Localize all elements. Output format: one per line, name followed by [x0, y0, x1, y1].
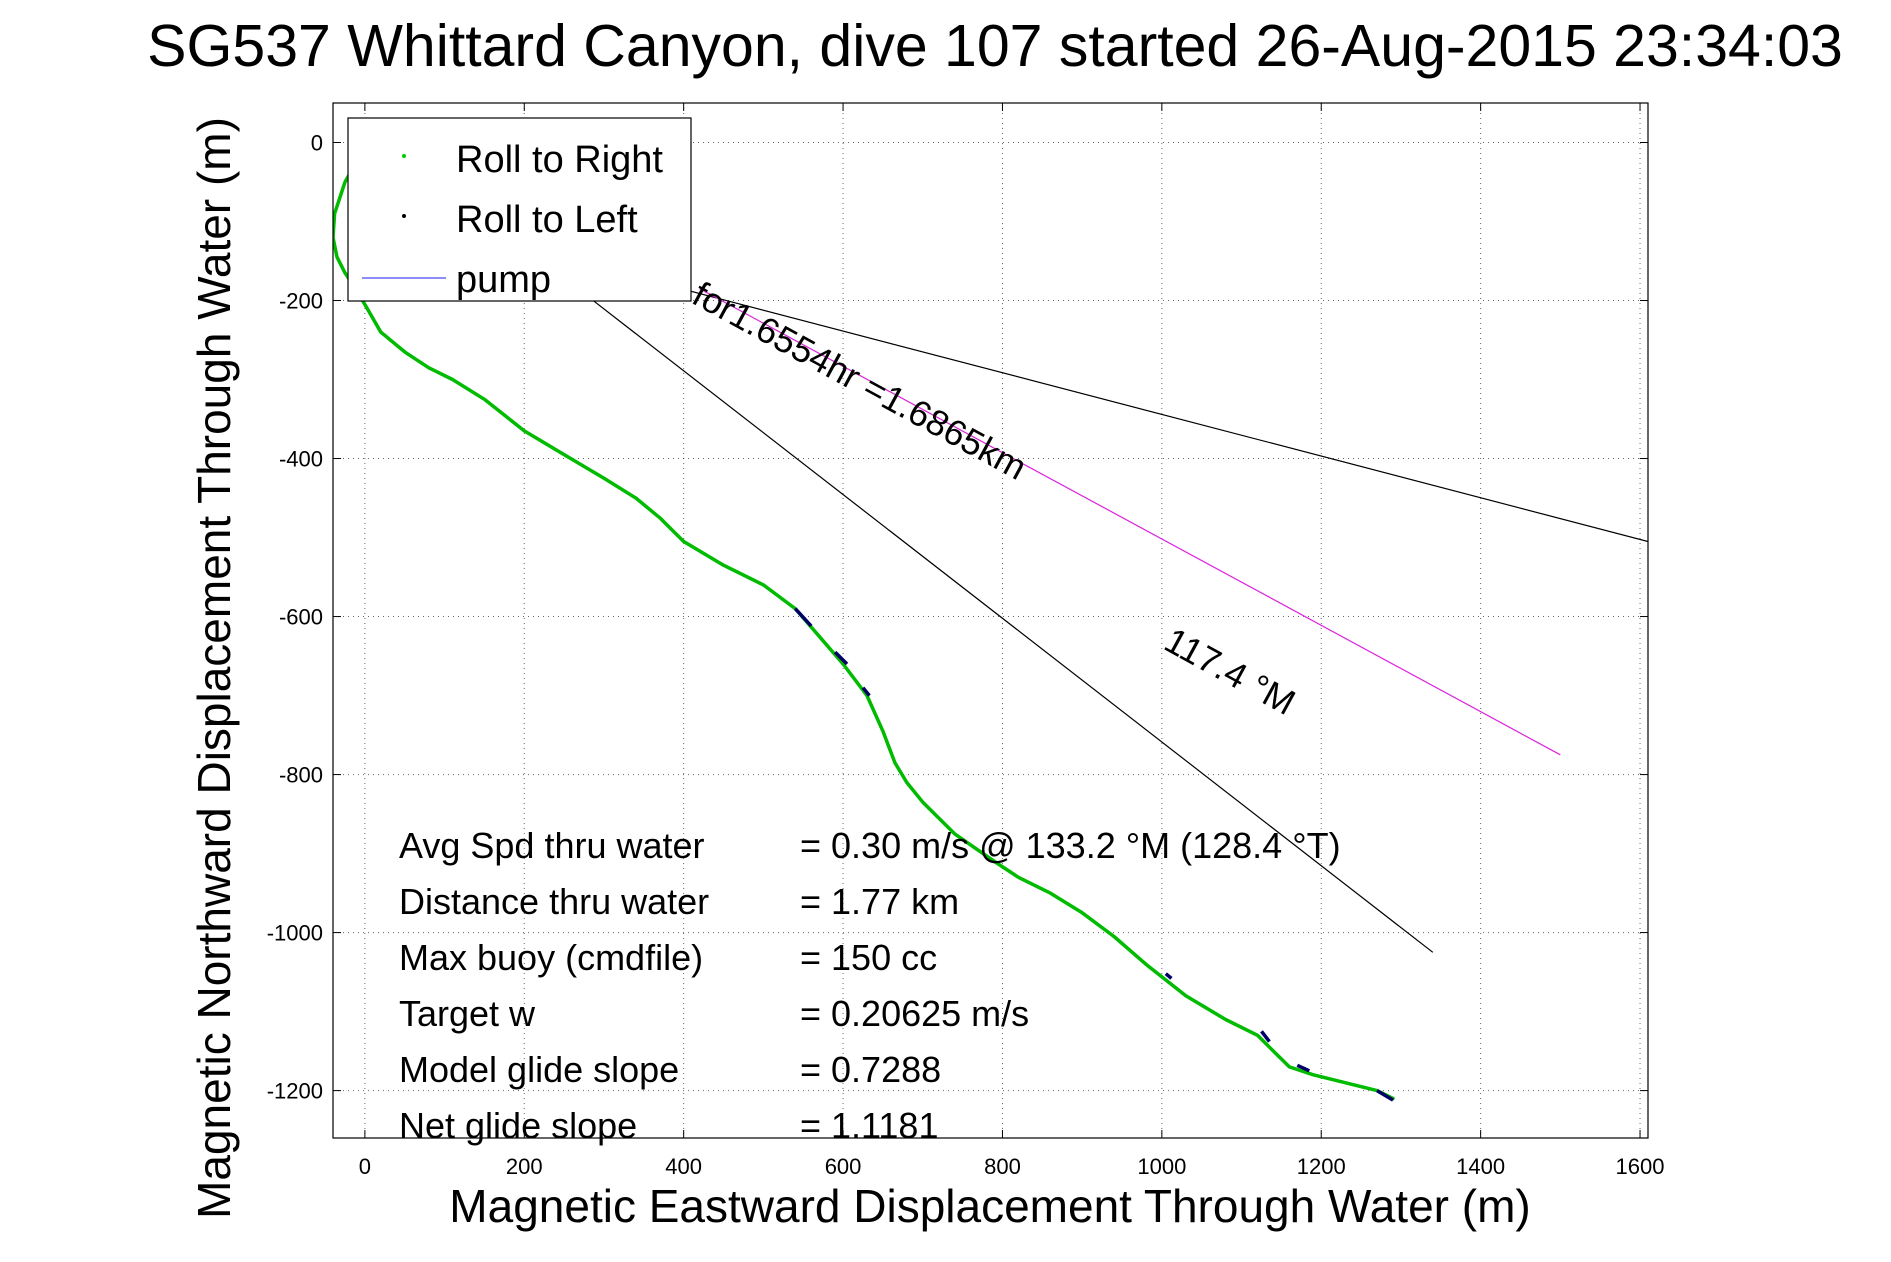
y-tick-label: -200: [279, 289, 323, 314]
x-tick-label: 1000: [1137, 1154, 1186, 1179]
series-roll-to-left-segment: [861, 686, 871, 697]
stat-value: = 1.1181: [800, 1105, 938, 1146]
series-roll-to-left-segment: [793, 607, 813, 628]
legend: Roll to Right Roll to Left pump: [347, 117, 692, 302]
stat-value: = 0.20625 m/s: [800, 993, 1029, 1034]
y-tick-label: -1200: [267, 1079, 323, 1104]
x-tick-label: 800: [984, 1154, 1021, 1179]
reference-line: [587, 296, 1434, 953]
y-tick-label: 0: [311, 131, 323, 156]
legend-box: [347, 117, 692, 302]
chart-title: SG537 Whittard Canyon, dive 107 started …: [147, 13, 1843, 79]
y-tick-label: -600: [279, 605, 323, 630]
x-tick-label: 0: [359, 1154, 371, 1179]
series-roll-to-left-segment: [1376, 1089, 1394, 1102]
stat-value: = 1.77 km: [800, 881, 959, 922]
plot-frame: [332, 102, 1649, 1139]
stat-label: Net glide slope: [399, 1105, 637, 1146]
x-tick-label: 600: [825, 1154, 862, 1179]
stat-label: Avg Spd thru water: [399, 825, 705, 866]
series-roll-to-left-segment: [1164, 972, 1173, 980]
stat-value: = 0.7288: [800, 1049, 941, 1090]
series-roll-to-left-segment: [1260, 1030, 1271, 1043]
stat-label: Model glide slope: [399, 1049, 679, 1090]
legend-marker: [402, 154, 406, 158]
y-tick-label: -800: [279, 763, 323, 788]
x-tick-label: 400: [665, 1154, 702, 1179]
legend-marker: [402, 214, 406, 218]
series-roll-to-left-segment: [833, 650, 849, 666]
series-roll-to-left-segment: [1296, 1063, 1311, 1073]
reference-line: [699, 288, 1561, 756]
x-tick-label: 1600: [1616, 1154, 1665, 1179]
x-tick-label: 200: [506, 1154, 543, 1179]
x-axis-label: Magnetic Eastward Displacement Through W…: [449, 1180, 1530, 1232]
stat-label: Distance thru water: [399, 881, 709, 922]
y-tick-label: -1000: [267, 921, 323, 946]
legend-entry-label: Roll to Right: [456, 139, 663, 181]
x-tick-label: 1200: [1297, 1154, 1346, 1179]
y-tick-label: -400: [279, 447, 323, 472]
legend-entry-label: Roll to Left: [456, 199, 638, 241]
x-tick-label: 1400: [1456, 1154, 1505, 1179]
y-axis-label: Magnetic Northward Displacement Through …: [188, 117, 240, 1219]
stat-label: Target w: [399, 993, 536, 1034]
legend-entry-label: pump: [456, 259, 551, 301]
stat-value: = 150 cc: [800, 937, 937, 978]
stat-label: Max buoy (cmdfile): [399, 937, 703, 978]
stat-value: = 0.30 m/s @ 133.2 °M (128.4 °T): [800, 825, 1341, 866]
